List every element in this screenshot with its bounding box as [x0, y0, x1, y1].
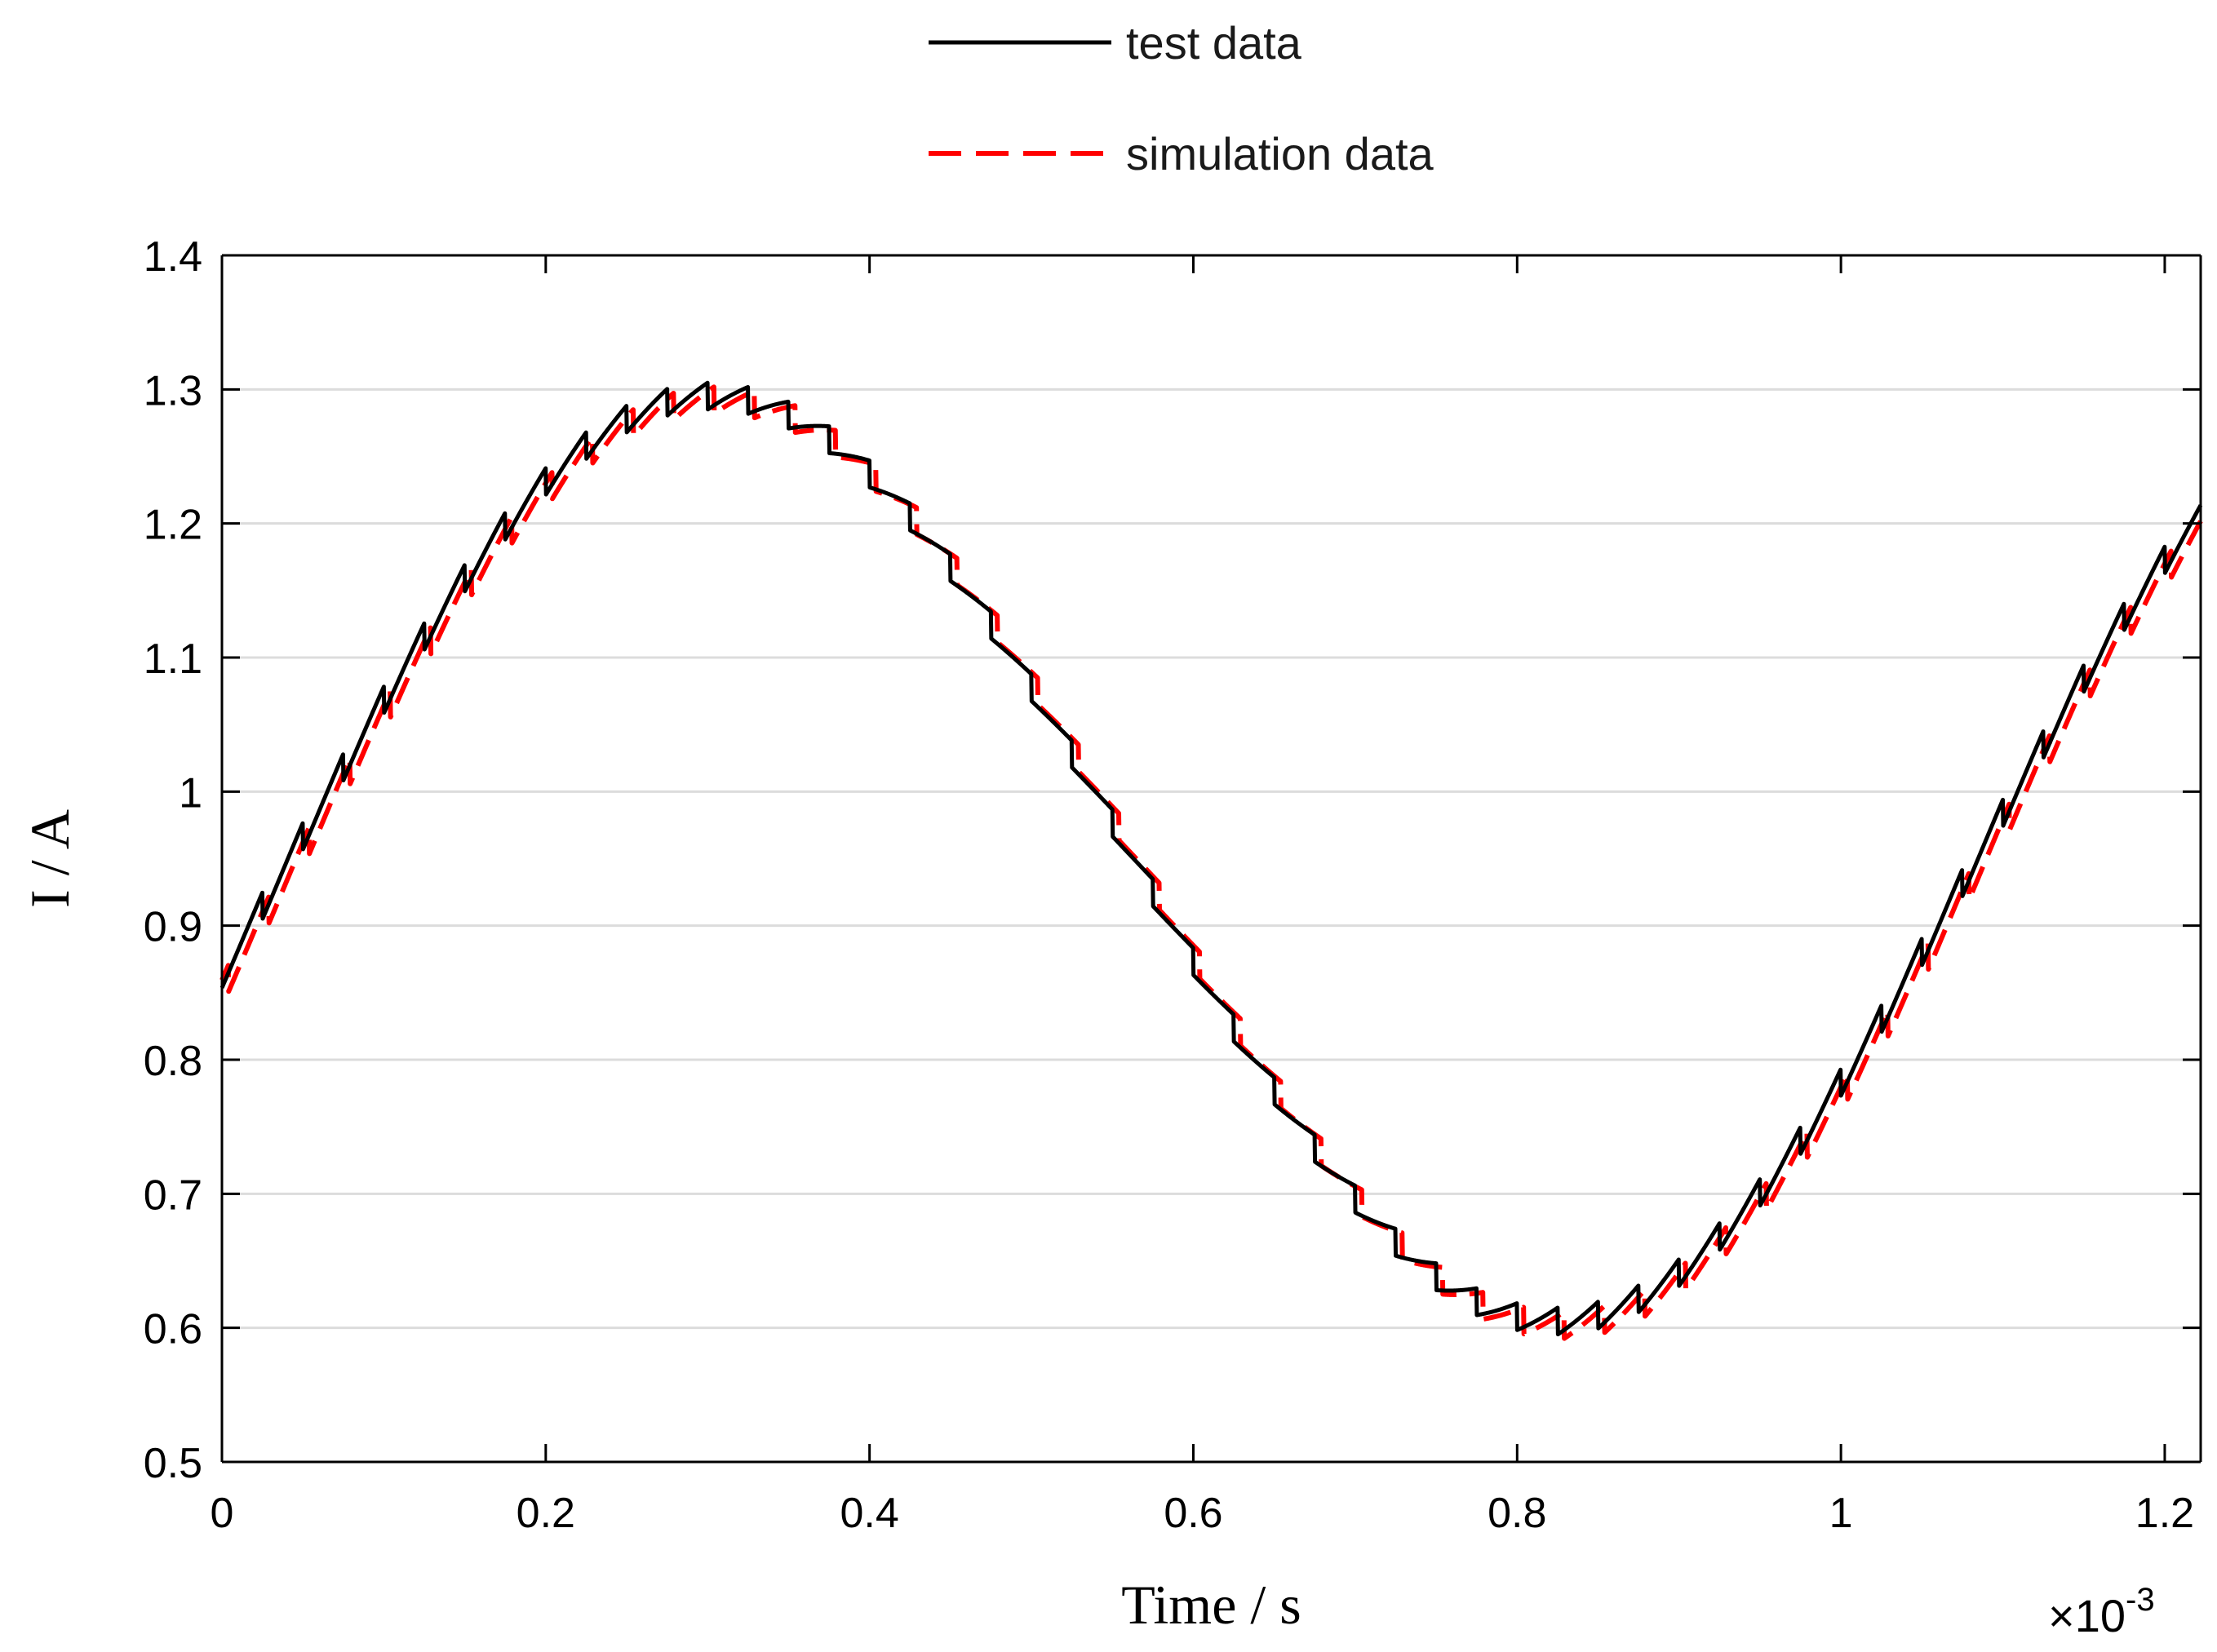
y-tick-label: 0.9: [144, 904, 202, 951]
y-tick-label: 0.8: [144, 1038, 202, 1085]
y-tick-label: 1.3: [144, 367, 202, 414]
axes: 0 0.2 0.4 0.6 0.8 1 1.2 0.5 0.6 0.7 0.8 0.9 1 1.1 1.2 1…: [144, 233, 2202, 1537]
y-tick-label: 1.1: [144, 636, 202, 683]
series-group: [219, 380, 2203, 1341]
x-axis-multiplier-exponent: -3: [2126, 1582, 2155, 1618]
x-tick-label: 1: [1829, 1490, 1853, 1537]
plot-area: [222, 255, 2201, 1462]
y-tick-label: 0.5: [144, 1440, 202, 1487]
y-tick-label: 0.7: [144, 1171, 202, 1219]
x-axis-multiplier-base: ×10: [2048, 1590, 2126, 1641]
grid: [222, 388, 2201, 1330]
x-tick-label: 1.2: [2135, 1490, 2194, 1537]
y-tick-label: 1: [179, 769, 202, 817]
x-tick-label: 0.4: [840, 1490, 899, 1537]
x-axis-multiplier: ×10-3: [2048, 1582, 2155, 1641]
legend: test data simulation data: [929, 17, 1434, 179]
series-line-test: [219, 380, 2203, 1337]
y-tick-label: 1.2: [144, 502, 202, 549]
x-tick-label: 0.8: [1488, 1490, 1546, 1537]
x-tick-label: 0.2: [517, 1490, 575, 1537]
x-tick-label: 0: [211, 1490, 234, 1537]
y-axis-label: I / A: [19, 809, 81, 908]
y-tick-label: 1.4: [144, 233, 202, 281]
x-tick-label: 0.6: [1164, 1490, 1222, 1537]
x-axis-label: Time / s: [1121, 1574, 1301, 1636]
y-tick-label: 0.6: [144, 1306, 202, 1353]
legend-label: test data: [1126, 17, 1302, 69]
legend-label: simulation data: [1126, 128, 1434, 179]
